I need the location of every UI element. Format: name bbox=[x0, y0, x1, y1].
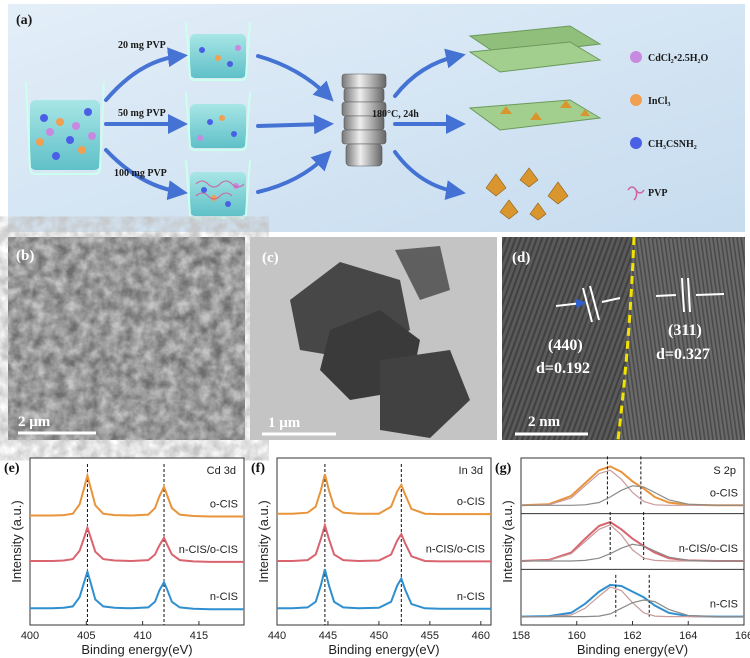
spectrum-line bbox=[520, 465, 744, 507]
schematic: (a) 20 mg PVP 50 mg PVP 100 mg PVP 180°C… bbox=[8, 4, 745, 232]
plane-label: (311) bbox=[668, 322, 702, 339]
x-tick-label: 455 bbox=[421, 630, 439, 642]
series-label: o-CIS bbox=[457, 496, 485, 508]
small-beakers bbox=[185, 21, 251, 219]
spectrum-label: S 2p bbox=[713, 465, 736, 477]
x-axis-label: Binding energy(eV) bbox=[328, 642, 439, 657]
scale-label: 2 nm bbox=[528, 414, 561, 430]
spectrum-line bbox=[520, 583, 744, 618]
spectrum-line bbox=[30, 471, 244, 518]
arrow-label: 20 mg PVP bbox=[118, 40, 166, 51]
x-tick-label: 450 bbox=[370, 630, 388, 642]
spectrum-line bbox=[277, 473, 491, 516]
series-label: o-CIS bbox=[210, 498, 238, 510]
x-tick-label: 405 bbox=[77, 630, 95, 642]
x-tick-label: 440 bbox=[268, 630, 286, 642]
panel-label: (c) bbox=[262, 250, 279, 266]
series-label: n-CIS/o-CIS bbox=[179, 544, 238, 556]
hrtem-image: (440) d=0.192 (311) d=0.327 2 nm (d) bbox=[502, 236, 745, 441]
series-label: n-CIS/o-CIS bbox=[679, 543, 738, 555]
legend-label: CdCl₂•2.5H₂O bbox=[648, 53, 709, 64]
x-tick-label: 415 bbox=[190, 630, 208, 642]
spacing-label: d=0.192 bbox=[536, 360, 590, 377]
spectrum-line bbox=[521, 599, 744, 618]
series-label: n-CIS/o-CIS bbox=[426, 543, 485, 555]
spectrum-line bbox=[30, 524, 244, 563]
spacing-label: d=0.327 bbox=[656, 346, 710, 363]
scale-label: 2 μm bbox=[18, 414, 51, 430]
spectrum-label: Cd 3d bbox=[207, 465, 236, 477]
tem-image: 1 μm (c) bbox=[250, 237, 497, 440]
sem-image: 2 μm (b) bbox=[8, 237, 245, 440]
x-tick-label: 445 bbox=[319, 630, 337, 642]
plane-label: (440) bbox=[548, 337, 583, 354]
arrow-label: 100 mg PVP bbox=[114, 168, 167, 179]
y-axis-label: Intensity (a.u.) bbox=[256, 500, 271, 582]
series-label: o-CIS bbox=[710, 487, 738, 499]
spectrum-line bbox=[521, 543, 744, 562]
series-label: n-CIS bbox=[210, 591, 238, 603]
x-tick-label: 164 bbox=[679, 630, 697, 642]
spectrum-line bbox=[521, 586, 744, 618]
legend-label: CH₃CSNH₂ bbox=[648, 139, 697, 150]
y-axis-label: Intensity (a.u.) bbox=[9, 500, 24, 582]
octahedra bbox=[485, 167, 569, 221]
panel-label: (d) bbox=[512, 250, 530, 266]
x-tick-label: 410 bbox=[133, 630, 151, 642]
arrow-label: 50 mg PVP bbox=[118, 108, 166, 119]
series-label: n-CIS bbox=[457, 591, 485, 603]
plot-area bbox=[276, 457, 492, 626]
spectrum-line bbox=[521, 485, 744, 506]
x-tick-label: 166 bbox=[735, 630, 750, 642]
charts: 400 405 410 415 o-CIS n-CIS/o-CIS n-CIS Binding… bbox=[4, 456, 750, 657]
panel-label: (a) bbox=[16, 13, 33, 28]
x-tick-label: 158 bbox=[512, 630, 530, 642]
arrows bbox=[104, 47, 466, 201]
legend-label: InCl₃ bbox=[648, 96, 670, 107]
panel-label: (e) bbox=[4, 461, 20, 476]
spectrum-label: In 3d bbox=[459, 465, 483, 477]
x-axis-label: Binding energy(eV) bbox=[577, 642, 688, 657]
spectrum-line bbox=[30, 568, 244, 611]
nanosheets bbox=[468, 25, 602, 131]
legend-icons bbox=[627, 51, 645, 201]
spectrum-line bbox=[277, 521, 491, 563]
series-label: n-CIS bbox=[710, 599, 738, 611]
autoclave bbox=[341, 73, 387, 167]
scale-label: 1 μm bbox=[268, 415, 301, 431]
panel-label: (g) bbox=[495, 461, 512, 476]
panel-label: (b) bbox=[16, 248, 34, 264]
spectrum-line bbox=[277, 569, 491, 610]
y-axis-label: Intensity (a.u.) bbox=[500, 500, 515, 582]
panel-label: (f) bbox=[251, 461, 265, 476]
x-tick-label: 460 bbox=[472, 630, 490, 642]
x-axis-label: Binding energy(eV) bbox=[81, 642, 192, 657]
x-tick-label: 400 bbox=[21, 630, 39, 642]
legend-label: PVP bbox=[648, 188, 667, 199]
plot-area bbox=[29, 457, 245, 626]
spectrum-line bbox=[520, 524, 744, 562]
spectrum-line bbox=[520, 469, 744, 506]
x-tick-label: 160 bbox=[568, 630, 586, 642]
x-tick-label: 162 bbox=[623, 630, 641, 642]
condition-label: 180°C, 24h bbox=[372, 109, 419, 120]
beaker bbox=[25, 81, 105, 175]
